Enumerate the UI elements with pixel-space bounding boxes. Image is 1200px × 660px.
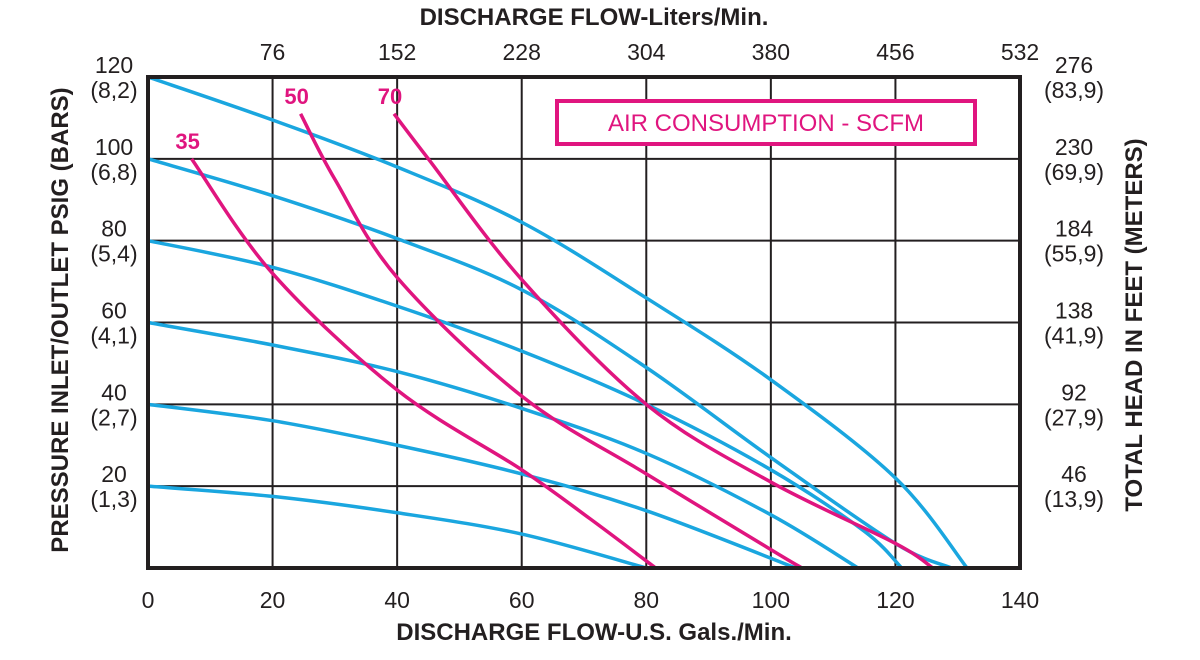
air-curve-70scfm [392,112,934,570]
top-tick-label: 228 [503,39,541,65]
right-tick-sublabel: (83,9) [1044,77,1104,103]
left-axis-title: PRESSURE INLET/OUTLET PSIG (BARS) [47,87,74,552]
legend-box [555,99,977,146]
air-curve-50scfm [299,113,803,570]
x-tick-label: 40 [384,587,410,613]
top-tick-label: 456 [876,39,914,65]
left-tick-sublabel: (8,2) [90,77,137,103]
x-tick-label: 140 [1001,587,1039,613]
curves: 35 50 70 [147,75,969,570]
pressure-curve-60psi [147,320,859,570]
air-curve-label: 35 [175,129,199,154]
right-tick-sublabel: (55,9) [1044,241,1104,267]
pressure-curve-40psi [147,402,797,570]
top-tick-label: 76 [260,39,286,65]
x-tick-label: 100 [752,587,790,613]
left-tick-label: 20 [101,461,127,487]
right-tick-sublabel: (69,9) [1044,159,1104,185]
top-tick-label: 380 [752,39,790,65]
left-tick-label: 60 [101,298,127,324]
top-axis-title: DISCHARGE FLOW-Liters/Min. [420,4,769,31]
right-tick-label: 184 [1055,216,1094,242]
x-tick-label: 120 [876,587,914,613]
left-tick-label: 120 [95,52,133,78]
left-tick-sublabel: (4,1) [90,323,137,349]
grid [148,77,1020,568]
pressure-curve-120psi [147,75,969,570]
air-curve-label: 50 [284,84,308,109]
top-tick-label: 304 [627,39,666,65]
left-tick-sublabel: (6,8) [90,159,137,185]
tick-labels: 0 20 40 60 80 100 120 140 76 152 228 304 380 456 532 12… [90,39,1104,613]
right-tick-label: 230 [1055,134,1093,160]
right-tick-label: 276 [1055,52,1093,78]
left-tick-label: 40 [101,379,127,405]
right-tick-label: 92 [1061,379,1087,405]
left-tick-label: 100 [95,134,133,160]
right-tick-sublabel: (13,9) [1044,486,1104,512]
top-tick-label: 532 [1001,39,1039,65]
air-curve-label: 70 [378,84,402,109]
left-tick-sublabel: (5,4) [90,241,137,267]
left-tick-label: 80 [101,216,127,242]
left-tick-sublabel: (2,7) [90,404,137,430]
right-tick-label: 138 [1055,298,1093,324]
pressure-curve-100psi [147,157,953,570]
x-tick-label: 60 [509,587,535,613]
top-tick-label: 152 [378,39,416,65]
x-axis-title: DISCHARGE FLOW-U.S. Gals./Min. [396,619,792,646]
left-tick-sublabel: (1,3) [90,486,137,512]
right-tick-sublabel: (41,9) [1044,323,1104,349]
pressure-curve-80psi [147,238,903,570]
legend-text: AIR CONSUMPTION - SCFM [608,110,924,137]
x-tick-label: 0 [142,587,155,613]
right-axis-title: TOTAL HEAD IN FEET (METERS) [1121,138,1148,511]
air-curve-35scfm [190,157,657,570]
pressure-curve-20psi [147,484,647,570]
plot-frame [146,75,1022,570]
x-tick-label: 20 [260,587,286,613]
x-tick-label: 80 [633,587,659,613]
right-tick-label: 46 [1061,461,1087,487]
right-tick-sublabel: (27,9) [1044,404,1104,430]
